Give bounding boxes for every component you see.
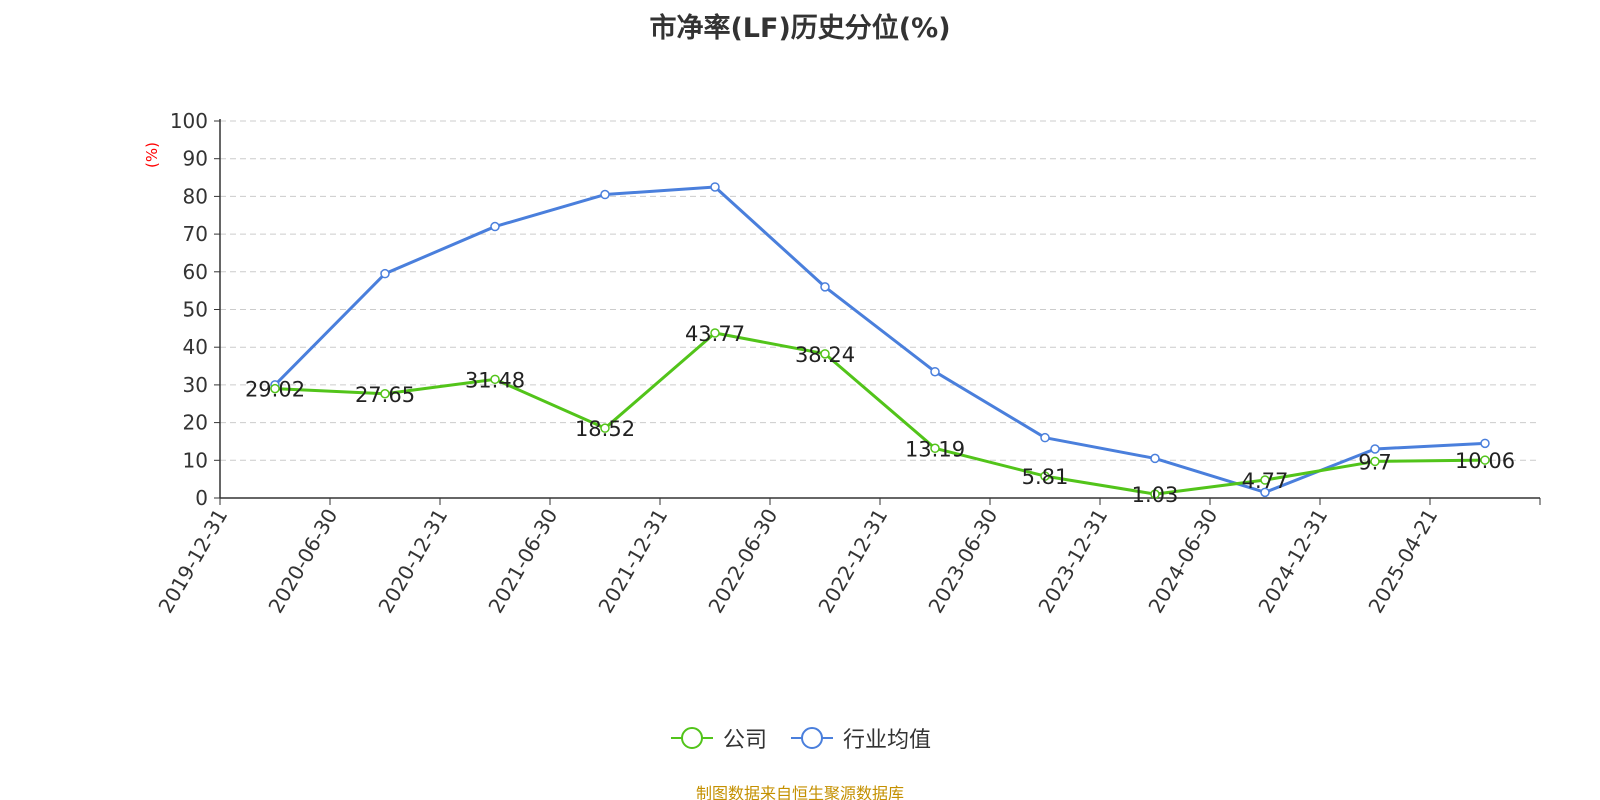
data-label: 10.06 xyxy=(1455,449,1515,473)
data-point[interactable] xyxy=(930,443,940,454)
data-point[interactable] xyxy=(1480,455,1490,465)
data-label: 4.77 xyxy=(1242,469,1289,493)
x-tick-label: 2021-06-30 xyxy=(483,505,562,618)
legend-label: 行业均值 xyxy=(843,728,932,753)
y-tick-label: 40 xyxy=(183,335,208,359)
series-line xyxy=(273,185,1486,494)
y-tick-label: 70 xyxy=(183,222,208,246)
x-tick-label: 2020-12-31 xyxy=(373,505,452,618)
legend-label: 公司 xyxy=(722,728,767,753)
data-point[interactable] xyxy=(270,383,280,394)
data-point[interactable] xyxy=(600,189,610,200)
data-label: 9.7 xyxy=(1358,450,1391,474)
data-point[interactable] xyxy=(380,268,390,279)
data-point[interactable] xyxy=(490,374,500,385)
data-label: 5.81 xyxy=(1022,465,1069,489)
data-point[interactable] xyxy=(1040,432,1050,443)
x-tick-label: 2024-06-30 xyxy=(1143,505,1222,618)
y-tick-label: 60 xyxy=(183,260,208,284)
legend-line-circle-icon xyxy=(670,727,713,749)
data-point[interactable] xyxy=(1150,489,1160,499)
data-point[interactable] xyxy=(1480,438,1490,449)
data-point[interactable] xyxy=(1260,475,1270,485)
y-axis-label: (%) xyxy=(143,142,161,168)
x-tick-label: 2023-12-31 xyxy=(1033,505,1112,618)
x-tick-label: 2025-04-21 xyxy=(1363,505,1442,618)
data-point[interactable] xyxy=(1150,453,1160,464)
series-lines xyxy=(270,182,1490,499)
chart-legend: 公司 行业均值 xyxy=(0,722,1600,754)
data-point[interactable] xyxy=(380,389,390,399)
data-point[interactable] xyxy=(710,328,720,338)
x-tick-label: 2020-06-30 xyxy=(263,505,342,618)
data-label: 13.19 xyxy=(905,437,965,461)
x-tick-label: 2021-12-31 xyxy=(593,505,672,618)
data-label: 18.52 xyxy=(575,417,635,441)
legend-item-company[interactable]: 公司 xyxy=(669,722,767,754)
data-point[interactable] xyxy=(1040,471,1050,481)
x-tick-label: 2022-12-31 xyxy=(813,505,892,618)
x-tick-label: 2024-12-31 xyxy=(1253,505,1332,618)
x-tick-label: 2023-06-30 xyxy=(923,505,1002,618)
y-tick-label: 30 xyxy=(183,373,208,397)
y-tick-label: 0 xyxy=(195,486,208,510)
data-label: 38.24 xyxy=(795,343,855,367)
data-point[interactable] xyxy=(1370,444,1380,454)
data-point[interactable] xyxy=(1260,487,1270,498)
y-tick-label: 50 xyxy=(183,298,208,322)
y-tick-label: 90 xyxy=(183,147,208,171)
data-point[interactable] xyxy=(710,182,720,192)
data-label: 1.03 xyxy=(1132,483,1179,507)
legend-item-industry-average[interactable]: 行业均值 xyxy=(789,722,931,754)
series-line xyxy=(274,331,1486,496)
data-point[interactable] xyxy=(930,366,940,377)
y-tick-label: 10 xyxy=(183,448,208,472)
data-point[interactable] xyxy=(1370,456,1380,467)
y-tick-label: 80 xyxy=(183,184,208,208)
legend-line-circle-icon xyxy=(791,727,833,749)
grid-lines xyxy=(220,120,1540,461)
data-labels: 29.02 27.65 31.48 18.52 43.77 38.24 13.19 5.81 1… xyxy=(245,322,1515,507)
data-source-note: 制图数据来自恒生聚源数据库 xyxy=(695,784,904,800)
data-label: 31.48 xyxy=(465,368,525,392)
data-label: 43.77 xyxy=(685,322,745,346)
x-tick-label: 2019-12-31 xyxy=(153,505,232,618)
data-label: 27.65 xyxy=(355,383,415,407)
data-point[interactable] xyxy=(820,349,830,359)
data-point[interactable] xyxy=(490,221,500,232)
data-label: 29.02 xyxy=(245,378,305,402)
x-tick-label: 2022-06-30 xyxy=(703,505,782,618)
y-tick-label: 20 xyxy=(183,411,208,435)
data-point[interactable] xyxy=(600,423,610,433)
data-point[interactable] xyxy=(820,282,830,292)
y-tick-label: 100 xyxy=(170,109,208,133)
chart-title: 市净率(LF)历史分位(%) xyxy=(649,13,951,44)
